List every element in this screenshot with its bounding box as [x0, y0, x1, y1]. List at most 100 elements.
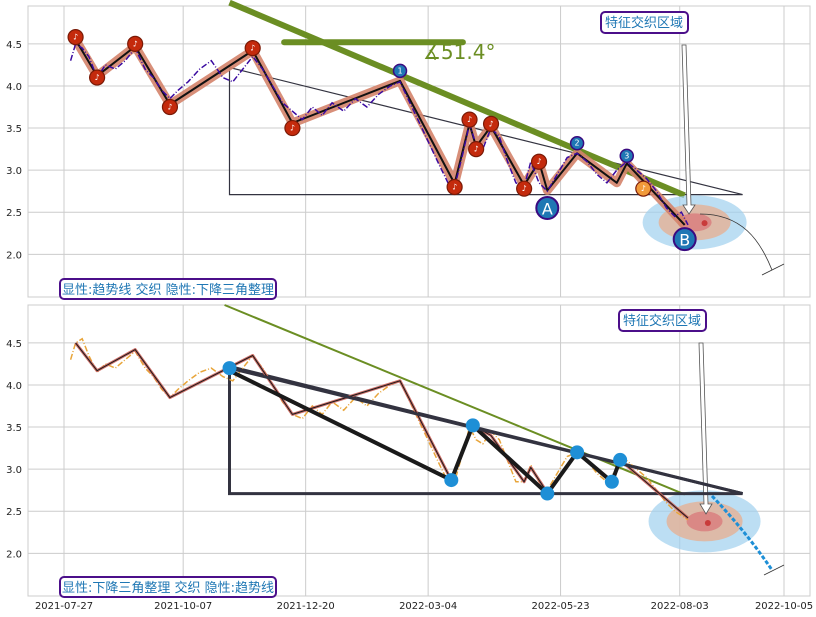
bottom-pivot-marker: [613, 452, 628, 467]
top-blue-marker-number: 1: [397, 66, 402, 75]
top-note-marker: [482, 115, 500, 132]
bottom-pivot-marker: [540, 486, 555, 501]
top-arrow: [681, 44, 696, 215]
bottom-pivot-marker: [604, 474, 619, 489]
top-plot-area: [27, 5, 811, 298]
top-note-marker: [67, 29, 84, 46]
top-note-glyph: ♪: [488, 119, 493, 128]
bottom-zone-inner: [686, 511, 723, 532]
bottom-plot-area: [27, 304, 811, 597]
bottom-trend-line: [224, 304, 686, 496]
angle-label: ∡51.4°: [423, 40, 495, 64]
top-blue-marker-number: 2: [575, 139, 580, 148]
bottom-pivot-marker: [465, 418, 480, 433]
top-series: [69, 37, 689, 228]
bottom-arrow: [698, 342, 713, 515]
bottom-pivot-marker: [570, 445, 585, 460]
top-note-glyph: ♪: [167, 103, 172, 112]
top-legend: 显性:趋势线 交织 隐性:下降三角整理: [59, 278, 277, 300]
bottom-ytick-label: 2.0: [6, 549, 22, 560]
top-note-glyph: ♪: [641, 184, 646, 193]
top-note-glyph: ♪: [73, 33, 78, 42]
top-note-glyph: ♪: [467, 115, 472, 124]
top-zone-inner: [677, 213, 712, 232]
top-note-marker: [284, 119, 301, 137]
top-note-glyph: ♪: [133, 39, 138, 48]
top-ytick-label: 3.0: [6, 166, 22, 177]
bottom-zone-center: [704, 520, 711, 527]
top-blue-marker-number: 3: [624, 151, 629, 160]
top-ytick-label: 2.0: [6, 250, 22, 261]
top-box-text: 特征交织区域: [605, 15, 683, 31]
x-tick-label: 2022-10-05: [755, 601, 813, 612]
top-legend-frame: [59, 278, 277, 300]
bottom-ytick-label: 2.5: [6, 507, 22, 518]
x-tick-label: 2022-03-04: [399, 601, 457, 612]
top-blue-marker: [619, 148, 635, 164]
top-ytick-label: 2.5: [6, 208, 22, 219]
x-tick-label: 2022-08-03: [651, 601, 709, 612]
top-projection-tick: [761, 263, 785, 276]
x-axis-ticks: 2021-07-27 2021-10-07 2021-12-20 2022-03-04…: [35, 601, 813, 612]
top-note-glyph: ♪: [95, 73, 100, 82]
top-note-marker: [446, 178, 463, 196]
top-note-marker: [530, 153, 548, 170]
bottom-upper-line: [229, 366, 743, 496]
top-blue-marker: [569, 135, 585, 151]
top-trend-line: [228, 0, 686, 199]
bottom-ytick-label: 4.0: [6, 381, 22, 392]
bottom-box-label: 特征交织区域: [618, 309, 707, 332]
bottom-pivot-marker: [222, 361, 237, 376]
bottom-legend: 显性:下降三角整理 交织 隐性:趋势线: [59, 576, 277, 598]
bottom-legend-frame: [59, 576, 277, 598]
top-note-marker: [516, 180, 533, 197]
x-tick-label: 2022-05-23: [531, 601, 589, 612]
top-note-marker: [635, 180, 652, 197]
top-markers: ♪ ♪ ♪ ♪ ♪ ♪ ♪ ♪ ♪ ♪ ♪ ♪ ♪ 1 2 3 A B: [67, 29, 697, 252]
bottom-ytick-label: 4.5: [6, 339, 22, 350]
bottom-panel: 2.0 2.5 3.0 3.5 4.0 4.5 特征交织区域 显性:下降三角整理 交织 隐…: [6, 304, 811, 598]
top-note-glyph: ♪: [250, 44, 255, 53]
top-note-marker: [89, 69, 106, 86]
top-price-line: [69, 42, 689, 226]
bottom-ytick-label: 3.5: [6, 423, 22, 434]
top-projection-curve: [699, 213, 773, 271]
bottom-projection-tick: [763, 564, 785, 576]
bottom-pivot-marker: [444, 473, 459, 488]
top-note-marker: [461, 111, 478, 128]
bottom-box-text: 特征交织区域: [623, 313, 701, 329]
x-tick-label: 2021-12-20: [277, 601, 335, 612]
top-note-glyph: ♪: [452, 182, 457, 191]
top-labeled-point: [535, 196, 560, 221]
bottom-y-axis-ticks: 2.0 2.5 3.0 3.5 4.0 4.5: [6, 339, 22, 560]
top-labeled-point: [672, 227, 697, 252]
top-labeled-point-text: B: [679, 231, 690, 250]
top-note-glyph: ♪: [290, 124, 295, 133]
top-ytick-label: 3.5: [6, 124, 22, 135]
top-labeled-point-text: A: [542, 200, 553, 219]
top-panel: 2.0 2.5 3.0 3.5 4.0 4.5 ♪ ♪ ♪ ♪ ♪ ♪ ♪ ♪ ♪ ♪ ♪ ♪ ♪ 1 2 3 A B ∡5…: [6, 0, 811, 300]
top-note-marker: [127, 35, 144, 52]
bottom-markers: [222, 361, 628, 501]
bottom-box-frame: [618, 309, 707, 332]
top-ytick-label: 4.0: [6, 82, 22, 93]
top-note-marker: [244, 39, 261, 57]
top-note-marker: [161, 98, 179, 116]
top-note-marker: [468, 141, 485, 158]
top-note-glyph: ♪: [474, 145, 479, 154]
top-blue-marker: [392, 63, 408, 79]
bottom-projection-curve: [710, 494, 774, 571]
top-box-label: 特征交织区域: [600, 11, 689, 34]
bottom-overlay: [224, 304, 785, 576]
bottom-ytick-label: 3.0: [6, 465, 22, 476]
top-y-axis-ticks: 2.0 2.5 3.0 3.5 4.0 4.5: [6, 40, 22, 261]
top-legend-text: 显性:趋势线 交织 隐性:下降三角整理: [62, 282, 274, 298]
x-tick-label: 2021-10-07: [154, 601, 212, 612]
top-zone-center: [701, 220, 708, 227]
top-box-frame: [600, 11, 689, 34]
bottom-legend-text: 显性:下降三角整理 交织 隐性:趋势线: [62, 580, 274, 596]
top-note-glyph: ♪: [536, 157, 541, 166]
top-note-glyph: ♪: [522, 184, 527, 193]
x-tick-label: 2021-07-27: [35, 601, 93, 612]
